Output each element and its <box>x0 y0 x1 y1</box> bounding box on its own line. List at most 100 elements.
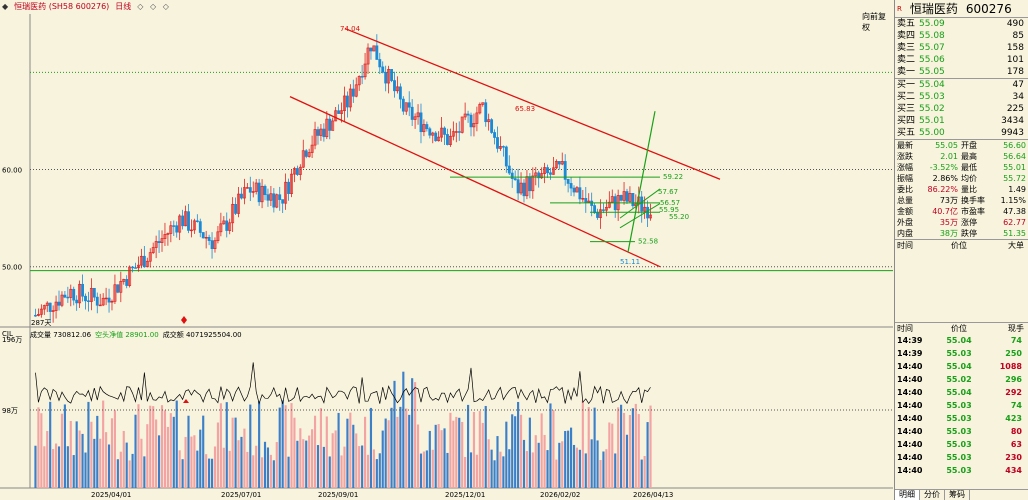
nav-arrows-icon[interactable]: ◇ ◇ ◇ <box>137 2 171 11</box>
volume-bar <box>210 458 214 488</box>
quote-panel: R 恒瑞医药 600276 卖五 55.09 490 卖四 55.08 85 卖三 55.07… <box>895 0 1028 500</box>
ask-book: 卖五 55.09 490 卖四 55.08 85 卖三 55.07 158 卖二 55.06 101 卖… <box>895 18 1028 78</box>
volume-bar <box>605 449 608 488</box>
candle-body <box>516 179 520 194</box>
ask-price: 55.08 <box>919 31 945 41</box>
volume-bar <box>352 424 355 488</box>
candle-body <box>213 240 217 250</box>
tab-detail[interactable]: 明细 <box>895 490 920 500</box>
bid-row[interactable]: 买四 55.01 3434 <box>895 115 1028 127</box>
volume-bar <box>34 445 37 488</box>
candle-body <box>216 231 220 242</box>
tab-price-dist[interactable]: 分价 <box>920 490 945 500</box>
volume-bar <box>608 422 611 488</box>
candle-body <box>313 129 317 146</box>
volume-bar <box>564 430 567 488</box>
volume-bar <box>378 453 381 488</box>
candle-body <box>413 116 417 120</box>
amount-value: 成交额 4071925504.00 <box>162 331 242 339</box>
col-price: 价位 <box>951 324 967 333</box>
bid-row[interactable]: 买五 55.00 9943 <box>895 127 1028 139</box>
candle-body <box>325 118 329 138</box>
tick-row: 14:40 55.03 80 <box>895 425 1028 438</box>
volume-bar <box>416 424 420 488</box>
volume-indicator-label[interactable]: CJL <box>2 330 13 338</box>
candle-body <box>204 237 208 239</box>
candle-body <box>610 196 614 203</box>
ask-row[interactable]: 卖四 55.08 85 <box>895 30 1028 42</box>
tick-time: 14:40 <box>897 466 923 475</box>
volume-bar <box>649 405 652 488</box>
kline-chart-area[interactable]: ◆ 恒瑞医药 (SH58 600276) 日线 ◇ ◇ ◇ 向前复权 60.00… <box>0 0 895 500</box>
bid-row[interactable]: 买二 55.03 34 <box>895 91 1028 103</box>
volume-bar <box>222 447 225 488</box>
candle-body <box>154 241 158 248</box>
tick-row: 14:40 55.02 296 <box>895 373 1028 386</box>
candle-body <box>201 232 205 239</box>
candle-body <box>631 192 635 207</box>
volume-bar <box>343 446 346 488</box>
channel-bottom <box>289 96 661 268</box>
tick-time: 14:40 <box>897 453 923 462</box>
candle-body <box>510 172 514 179</box>
candle-body <box>116 284 120 293</box>
volume-bar <box>269 454 272 488</box>
volume-bar <box>558 442 561 488</box>
volume-bar <box>461 421 464 488</box>
candle-body <box>369 47 373 52</box>
stat-row: 振幅 2.86% 均价 55.72 <box>895 173 1028 184</box>
bid-label: 买四 <box>897 116 916 126</box>
candle-body <box>104 297 108 300</box>
volume-bar <box>475 454 478 488</box>
tick-qty: 74 <box>1010 336 1022 345</box>
big-order-header: 时间 价位 大单 <box>895 239 1028 251</box>
volume-bar <box>628 415 631 488</box>
volume-bar <box>284 405 287 488</box>
period-label[interactable]: 日线 <box>115 2 132 11</box>
volume-bar <box>234 417 237 488</box>
candle-body <box>84 295 87 302</box>
col-qty: 现手 <box>1008 324 1024 333</box>
tick-qty: 434 <box>1005 466 1022 475</box>
volume-bar <box>55 443 58 488</box>
y-tick-60: 60.00 <box>2 167 22 175</box>
volume-bar <box>202 415 205 488</box>
volume-bar <box>52 449 55 488</box>
volume-bar <box>402 371 405 488</box>
volume-bar <box>437 424 440 488</box>
volume-bar <box>534 435 537 488</box>
candle-body <box>375 45 379 60</box>
volume-bar <box>572 444 576 488</box>
stat-value: 55.05 <box>935 141 958 150</box>
candle-body <box>36 314 40 316</box>
ask-row[interactable]: 卖三 55.07 158 <box>895 42 1028 54</box>
candle-body <box>640 196 644 212</box>
tab-chips[interactable]: 筹码 <box>945 490 970 500</box>
bid-row[interactable]: 买三 55.02 225 <box>895 103 1028 115</box>
stat-value: 1.15% <box>1000 196 1026 205</box>
ask-row[interactable]: 卖二 55.06 101 <box>895 54 1028 66</box>
bid-row[interactable]: 买一 55.04 47 <box>895 79 1028 91</box>
bid-label: 买五 <box>897 128 916 138</box>
candle-body <box>454 131 458 133</box>
candle-body <box>372 45 376 52</box>
volume-bar <box>90 421 93 488</box>
stat-label: 均价 <box>961 174 977 183</box>
volume-bar <box>590 439 593 488</box>
candle-body <box>284 181 288 204</box>
ask-row[interactable]: 卖一 55.05 178 <box>895 66 1028 78</box>
restore-button[interactable]: 向前复权 <box>860 11 894 33</box>
candle-body <box>290 173 293 194</box>
candle-body <box>499 146 502 149</box>
col-price: 价位 <box>951 241 967 250</box>
stat-row: 最新 55.05 开盘 56.60 <box>895 140 1028 151</box>
volume-bar <box>63 404 66 488</box>
volume-bar <box>187 415 190 488</box>
volume-bar <box>40 413 43 488</box>
label-55b: 55.20 <box>669 213 689 221</box>
candle-body <box>275 194 279 208</box>
volume-bar <box>134 414 137 488</box>
candle-body <box>566 179 570 184</box>
ask-row[interactable]: 卖五 55.09 490 <box>895 18 1028 30</box>
volume-bar <box>84 452 87 488</box>
